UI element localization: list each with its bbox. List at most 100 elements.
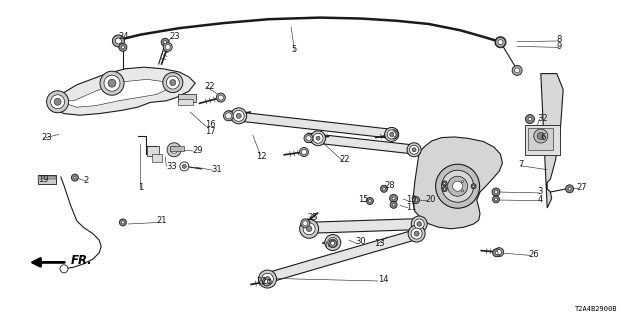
Circle shape bbox=[408, 225, 425, 242]
Text: 23: 23 bbox=[42, 133, 52, 142]
Circle shape bbox=[444, 182, 445, 184]
Circle shape bbox=[306, 136, 311, 141]
Circle shape bbox=[161, 38, 169, 46]
Circle shape bbox=[329, 239, 337, 247]
Circle shape bbox=[164, 41, 166, 44]
Bar bbox=[147, 146, 159, 156]
Circle shape bbox=[122, 46, 124, 49]
Polygon shape bbox=[307, 219, 422, 233]
Text: 6: 6 bbox=[541, 133, 546, 142]
Text: 9: 9 bbox=[557, 42, 562, 51]
Polygon shape bbox=[307, 133, 417, 154]
Circle shape bbox=[415, 199, 417, 201]
Circle shape bbox=[262, 277, 271, 286]
Circle shape bbox=[100, 71, 124, 95]
Circle shape bbox=[120, 219, 126, 226]
Text: 25: 25 bbox=[307, 213, 317, 222]
Circle shape bbox=[442, 170, 474, 202]
Circle shape bbox=[390, 201, 397, 208]
Polygon shape bbox=[413, 137, 502, 229]
Circle shape bbox=[444, 188, 445, 190]
Circle shape bbox=[493, 196, 499, 203]
Bar bbox=[178, 99, 193, 105]
Text: 28: 28 bbox=[384, 181, 395, 190]
Circle shape bbox=[385, 127, 399, 141]
Circle shape bbox=[391, 132, 396, 137]
Circle shape bbox=[262, 273, 273, 285]
Circle shape bbox=[495, 251, 498, 254]
Text: FR.: FR. bbox=[70, 254, 92, 267]
Circle shape bbox=[301, 149, 307, 155]
Polygon shape bbox=[67, 79, 170, 107]
Circle shape bbox=[225, 113, 232, 119]
Circle shape bbox=[104, 75, 120, 91]
Circle shape bbox=[233, 110, 244, 121]
Text: 22: 22 bbox=[339, 156, 349, 164]
Circle shape bbox=[414, 231, 419, 236]
Circle shape bbox=[303, 221, 308, 226]
Circle shape bbox=[492, 188, 500, 196]
Circle shape bbox=[436, 164, 479, 208]
Circle shape bbox=[367, 197, 373, 204]
Circle shape bbox=[495, 198, 497, 201]
Circle shape bbox=[538, 132, 544, 140]
Circle shape bbox=[310, 131, 326, 146]
Circle shape bbox=[223, 111, 234, 121]
Circle shape bbox=[74, 176, 76, 179]
Text: 19: 19 bbox=[38, 175, 49, 184]
Circle shape bbox=[495, 190, 497, 194]
Polygon shape bbox=[264, 229, 420, 283]
Circle shape bbox=[108, 79, 116, 87]
Text: 5: 5 bbox=[291, 45, 296, 54]
Circle shape bbox=[369, 200, 371, 202]
Text: 11: 11 bbox=[406, 203, 417, 212]
Circle shape bbox=[461, 181, 463, 183]
Text: 7: 7 bbox=[518, 160, 524, 169]
Circle shape bbox=[442, 187, 447, 192]
Circle shape bbox=[170, 80, 176, 85]
Circle shape bbox=[452, 181, 463, 191]
Circle shape bbox=[407, 143, 421, 157]
Text: 4: 4 bbox=[538, 196, 543, 204]
Circle shape bbox=[471, 184, 476, 189]
Circle shape bbox=[389, 130, 398, 139]
Circle shape bbox=[411, 228, 422, 239]
Circle shape bbox=[495, 248, 504, 257]
Circle shape bbox=[515, 68, 520, 73]
Circle shape bbox=[264, 279, 269, 284]
Circle shape bbox=[566, 185, 573, 193]
Circle shape bbox=[493, 249, 500, 257]
Circle shape bbox=[460, 188, 465, 193]
Circle shape bbox=[316, 136, 320, 140]
Text: 3: 3 bbox=[538, 188, 543, 196]
Text: 22: 22 bbox=[205, 82, 215, 91]
Bar bbox=[525, 125, 560, 155]
Text: 2: 2 bbox=[83, 176, 88, 185]
Text: 32: 32 bbox=[538, 114, 548, 123]
Circle shape bbox=[495, 37, 506, 48]
Text: 8: 8 bbox=[557, 36, 562, 44]
Text: T2A4B2900B: T2A4B2900B bbox=[575, 306, 618, 312]
Text: 26: 26 bbox=[528, 250, 539, 259]
Circle shape bbox=[512, 65, 522, 76]
Circle shape bbox=[472, 185, 475, 187]
Circle shape bbox=[47, 91, 68, 113]
Text: 22c: 22c bbox=[256, 277, 271, 286]
Circle shape bbox=[412, 148, 416, 152]
Bar bbox=[152, 154, 163, 162]
Circle shape bbox=[51, 95, 65, 109]
Circle shape bbox=[303, 223, 315, 235]
Circle shape bbox=[447, 176, 468, 196]
Bar bbox=[528, 128, 553, 150]
Text: 16: 16 bbox=[205, 120, 216, 129]
Text: 24: 24 bbox=[118, 32, 129, 41]
Circle shape bbox=[54, 98, 61, 105]
Circle shape bbox=[495, 37, 506, 47]
Circle shape bbox=[381, 185, 387, 192]
Bar bbox=[38, 176, 56, 179]
Text: 23: 23 bbox=[170, 32, 180, 41]
Text: 13: 13 bbox=[374, 239, 385, 248]
Circle shape bbox=[525, 115, 534, 124]
Circle shape bbox=[119, 43, 127, 51]
Circle shape bbox=[72, 174, 78, 181]
